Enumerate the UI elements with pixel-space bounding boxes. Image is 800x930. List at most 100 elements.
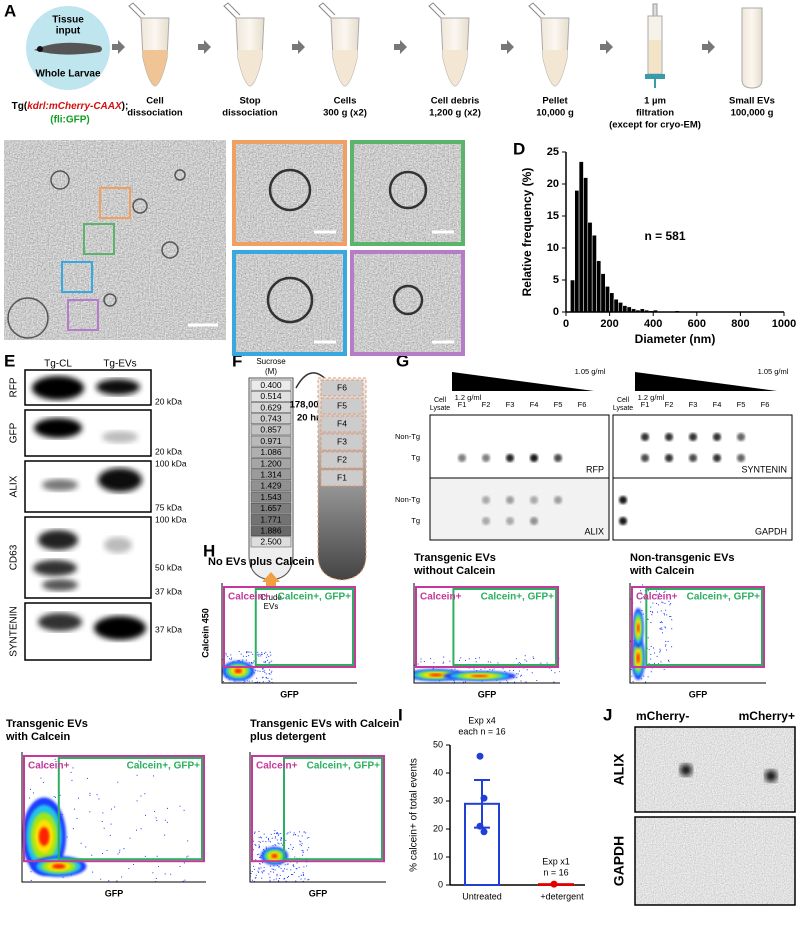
tube-liquid — [332, 50, 358, 86]
event-dot — [658, 592, 660, 594]
label: 1.05 g/ml — [575, 367, 606, 376]
event-dot — [633, 687, 634, 688]
event-dot — [287, 832, 289, 834]
event-dot — [286, 868, 288, 870]
event-dot — [136, 800, 138, 802]
event-dot — [253, 660, 255, 662]
event-dot — [390, 674, 391, 675]
event-dot — [214, 666, 215, 667]
blot-band — [38, 613, 82, 631]
event-dot — [656, 590, 658, 592]
event-dot — [472, 683, 473, 684]
blot-band — [94, 616, 146, 640]
event-dot — [69, 907, 70, 908]
event-dot — [526, 660, 528, 662]
event-dot — [248, 655, 250, 657]
event-dot — [357, 659, 358, 660]
sucrose-value: 0.857 — [260, 425, 282, 435]
event-dot — [176, 890, 177, 891]
event-dot — [506, 679, 508, 681]
event-dot — [521, 674, 523, 676]
event-dot — [612, 633, 613, 634]
fraction — [320, 451, 364, 469]
gradient-layer — [250, 469, 292, 481]
event-dot — [259, 863, 261, 865]
event-dot — [612, 603, 613, 604]
event-dot — [137, 911, 138, 912]
event-dot — [661, 696, 662, 697]
event-dot — [170, 873, 172, 875]
event-dot — [216, 674, 217, 675]
event-dot — [336, 690, 337, 691]
event-dot — [435, 693, 436, 694]
hist-bar — [600, 273, 606, 313]
event-dot — [292, 864, 294, 866]
event-dot — [12, 892, 13, 893]
event-dot — [274, 830, 276, 832]
event-dot — [403, 689, 404, 690]
event-dot — [265, 846, 267, 848]
event-dot — [448, 685, 449, 686]
uc-tube — [741, 7, 763, 89]
event-dot — [106, 850, 108, 852]
event-dot — [156, 820, 158, 822]
event-dot — [270, 871, 272, 873]
event-dot — [262, 840, 264, 842]
gradient-layer — [250, 480, 292, 492]
label: (M) — [265, 367, 277, 376]
event-dot — [293, 871, 295, 873]
event-dot — [300, 845, 302, 847]
blot-dot — [506, 517, 514, 525]
event-dot — [385, 694, 386, 695]
event-dot — [166, 821, 168, 823]
event-dot — [380, 664, 381, 665]
event-dot — [242, 686, 243, 687]
event-dot — [460, 657, 462, 659]
event-dot — [258, 845, 260, 847]
event-dot — [254, 681, 256, 683]
event-dot — [231, 657, 233, 659]
event-dot — [612, 571, 613, 572]
event-dot — [619, 665, 620, 666]
event-dot — [243, 860, 244, 861]
event-dot — [208, 659, 209, 660]
event-dot — [276, 839, 278, 841]
event-dot — [614, 653, 615, 654]
label: input — [56, 26, 81, 37]
blot-dot — [458, 454, 466, 462]
event-dot — [390, 661, 391, 662]
event-dot — [372, 658, 373, 659]
hist-bar — [596, 260, 602, 313]
event-dot — [266, 659, 268, 661]
step-label: 100,000 g — [731, 108, 774, 119]
event-dot — [53, 914, 54, 915]
event-dot — [668, 661, 670, 663]
y-tick-label: 25 — [547, 146, 559, 158]
event-dot — [606, 586, 607, 587]
event-dot — [506, 690, 507, 691]
event-dot — [364, 665, 365, 666]
event-dot — [100, 878, 102, 880]
event-dot — [378, 679, 379, 680]
event-dot — [258, 867, 260, 869]
event-dot — [258, 837, 260, 839]
genotype-part: (fli:GFP) — [50, 115, 89, 126]
vesicle — [132, 198, 148, 214]
event-dot — [280, 833, 282, 835]
hist-bar — [609, 292, 615, 313]
x-tick-label: 400 — [644, 318, 662, 330]
vesicle — [392, 284, 424, 316]
em-tile-border — [232, 250, 347, 356]
blot-dot — [482, 454, 490, 462]
event-dot — [410, 693, 411, 694]
event-dot — [255, 874, 257, 876]
event-dot — [276, 865, 278, 867]
event-dot — [271, 660, 273, 662]
roi-box — [67, 299, 99, 331]
y-tick-label: 30 — [433, 795, 443, 805]
event-dot — [521, 689, 522, 690]
event-dot — [408, 666, 409, 667]
event-dot — [164, 819, 166, 821]
event-dot — [615, 651, 616, 652]
